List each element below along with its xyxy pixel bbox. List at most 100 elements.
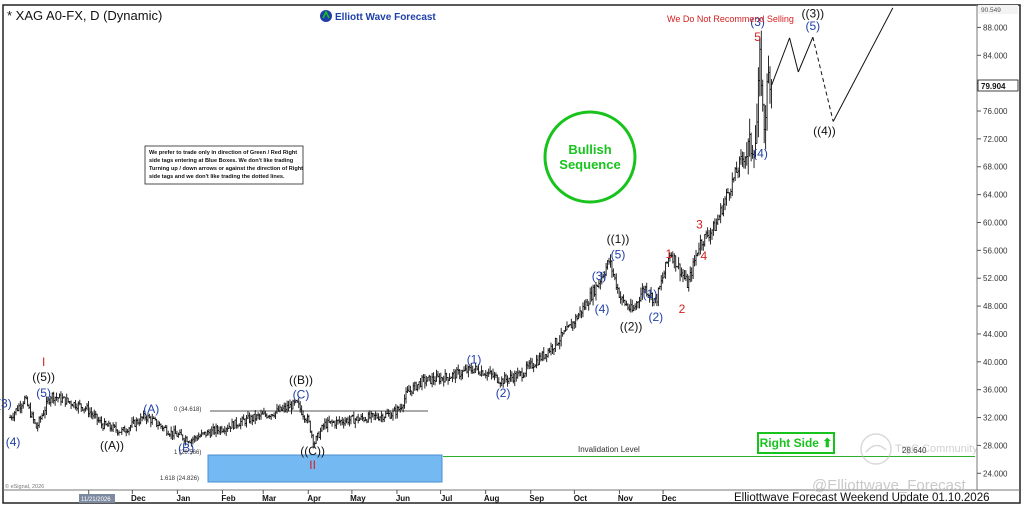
time-tick-label: Apr xyxy=(307,494,321,503)
wave-label: (5) xyxy=(806,19,821,33)
right-side-tag xyxy=(757,432,835,454)
wave-label: I xyxy=(42,355,45,369)
wave-label: (4) xyxy=(753,147,768,161)
time-tick-label: Jul xyxy=(441,494,453,503)
price-tick-label: 64.000 xyxy=(983,191,1008,200)
time-tick-label: Dec xyxy=(662,494,677,503)
top-price-value: 90.549 xyxy=(981,7,1001,14)
community-text: TrgC Community xyxy=(895,443,978,455)
date-box xyxy=(79,494,115,503)
wave-label: (4) xyxy=(6,435,21,449)
wave-label: 5 xyxy=(754,30,761,44)
projection-segment xyxy=(797,36,814,73)
price-tick-label: 72.000 xyxy=(983,135,1008,144)
wave-label: ((B)) xyxy=(289,373,313,387)
date-box-text: 11/21/2026 xyxy=(81,497,111,503)
update-text: Elliottwave Forecast Weekend Update 01.1… xyxy=(734,492,990,504)
wave-label: ((3)) xyxy=(802,6,825,20)
price-tick-label: 56.000 xyxy=(983,246,1008,255)
bullish-line-1: Bullish xyxy=(568,142,611,157)
fib-label-mid: 1 (28.566) xyxy=(174,450,201,456)
copyright-text: © eSignal, 2026 xyxy=(5,483,44,490)
right-side-label: Right Side ⬆ xyxy=(760,436,833,450)
time-tick-label: Jan xyxy=(177,494,191,503)
price-tick-label: 76.000 xyxy=(983,107,1008,116)
wave-label: (3) xyxy=(0,397,12,411)
wave-label: (1) xyxy=(467,353,482,367)
fib-label-high: 0 (34.618) xyxy=(174,407,201,413)
current-price-value: 79.904 xyxy=(981,82,1006,91)
time-axis-ticks: NovDecJanFebMarAprMayJunJulAugSepOctNovD… xyxy=(87,490,677,503)
wave-label: (C) xyxy=(293,388,310,402)
blue-box-zone xyxy=(207,454,443,483)
price-tick-label: 44.000 xyxy=(983,330,1008,339)
price-tick-label: 28.000 xyxy=(983,441,1008,450)
wave-label: (1) xyxy=(643,287,658,301)
time-tick-label: Oct xyxy=(574,494,588,503)
wave-label: ((4)) xyxy=(813,124,836,138)
ohlc-bars xyxy=(8,30,773,449)
wave-label: ((1)) xyxy=(607,232,630,246)
time-tick-label: Dec xyxy=(131,494,146,503)
price-axis-ticks: 88.00084.00080.00076.00072.00068.00064.0… xyxy=(977,23,1008,478)
bullish-sequence-circle xyxy=(543,110,637,204)
disclaimer-box xyxy=(144,145,304,185)
wave-label: (3) xyxy=(750,15,765,29)
wave-label: ((2)) xyxy=(620,319,643,333)
wave-label: 3 xyxy=(696,218,703,232)
current-price-tag xyxy=(977,79,1019,92)
disclaimer-line: side tags entering at Blue Boxes. We don… xyxy=(149,158,294,164)
bullish-line-2: Sequence xyxy=(559,157,620,172)
disclaimer-line: side tags and we don't like trading the … xyxy=(149,174,285,180)
projection-segment xyxy=(771,37,791,85)
logo-wave-icon xyxy=(322,10,330,19)
wave-label: (A) xyxy=(143,402,159,416)
symbol-title: * XAG A0-FX, D (Dynamic) xyxy=(7,8,162,23)
logo-mark-icon xyxy=(320,10,332,22)
disclaimer-line: We prefer to trade only in direction of … xyxy=(149,150,297,156)
price-tick-label: 88.000 xyxy=(983,23,1008,32)
projection-segment xyxy=(789,37,799,73)
community-swoosh-icon xyxy=(865,444,887,453)
brand-logo: Elliott Wave Forecast xyxy=(320,10,436,23)
time-tick-label: Nov xyxy=(618,494,634,503)
wave-label: (4) xyxy=(595,302,610,316)
warning-text: We Do Not Recommend Selling xyxy=(667,14,794,24)
community-logo-icon xyxy=(860,433,892,465)
time-tick-label: May xyxy=(350,494,366,503)
price-tick-label: 40.000 xyxy=(983,358,1008,367)
invalidation-label: Invalidation Level xyxy=(578,445,640,454)
time-tick-label: Jun xyxy=(396,494,410,503)
price-tick-label: 84.000 xyxy=(983,51,1008,60)
price-tick-label: 36.000 xyxy=(983,386,1008,395)
price-tick-label: 32.000 xyxy=(983,414,1008,423)
time-tick-label: Aug xyxy=(484,494,500,503)
invalidation-value: 28.640 xyxy=(902,446,927,455)
chart-frame xyxy=(2,4,1021,504)
price-tick-label: 52.000 xyxy=(983,274,1008,283)
wave-label: II xyxy=(309,458,316,472)
projection-segment xyxy=(832,7,894,122)
time-tick-label: Sep xyxy=(529,494,544,503)
wave-label: (5) xyxy=(36,386,51,400)
disclaimer-line: Turning up / down arrows or against the … xyxy=(149,166,303,172)
wave-label: ((A)) xyxy=(100,438,124,452)
price-tick-label: 60.000 xyxy=(983,218,1008,227)
brand-name: Elliott Wave Forecast xyxy=(335,12,436,23)
wave-label: (5) xyxy=(611,248,626,262)
projection-path xyxy=(771,7,894,122)
wave-label: 2 xyxy=(679,302,686,316)
wave-label: 4 xyxy=(700,249,707,263)
watermark-text: @Elliottwave_Forecast xyxy=(812,477,966,494)
fib-label-low: 1.618 (24.826) xyxy=(160,476,199,482)
price-tick-label: 48.000 xyxy=(983,302,1008,311)
time-tick-label: Feb xyxy=(221,494,235,503)
top-price-tag xyxy=(978,5,1018,14)
wave-label: (2) xyxy=(648,310,663,324)
wave-label: ((5)) xyxy=(32,370,55,384)
disclaimer-text: We prefer to trade only in direction of … xyxy=(149,150,303,180)
community-watermark: TrgC Community xyxy=(860,433,978,465)
wave-label: 1 xyxy=(666,247,673,261)
